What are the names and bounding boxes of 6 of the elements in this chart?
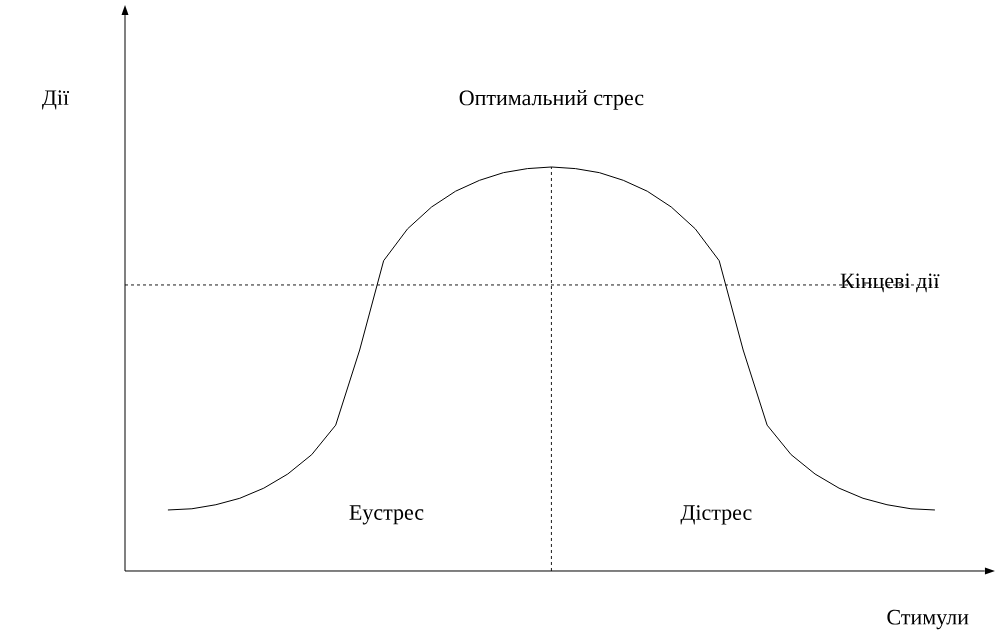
- y-axis-title: Дії: [42, 90, 70, 110]
- text: Оптимальний стрес: [459, 90, 644, 110]
- annotation: Еустрес: [349, 505, 424, 525]
- ref-line-label: Кінцеві дії: [840, 273, 940, 293]
- annotation: Дістрес: [680, 505, 752, 525]
- x-axis-title: Стимули: [887, 609, 969, 630]
